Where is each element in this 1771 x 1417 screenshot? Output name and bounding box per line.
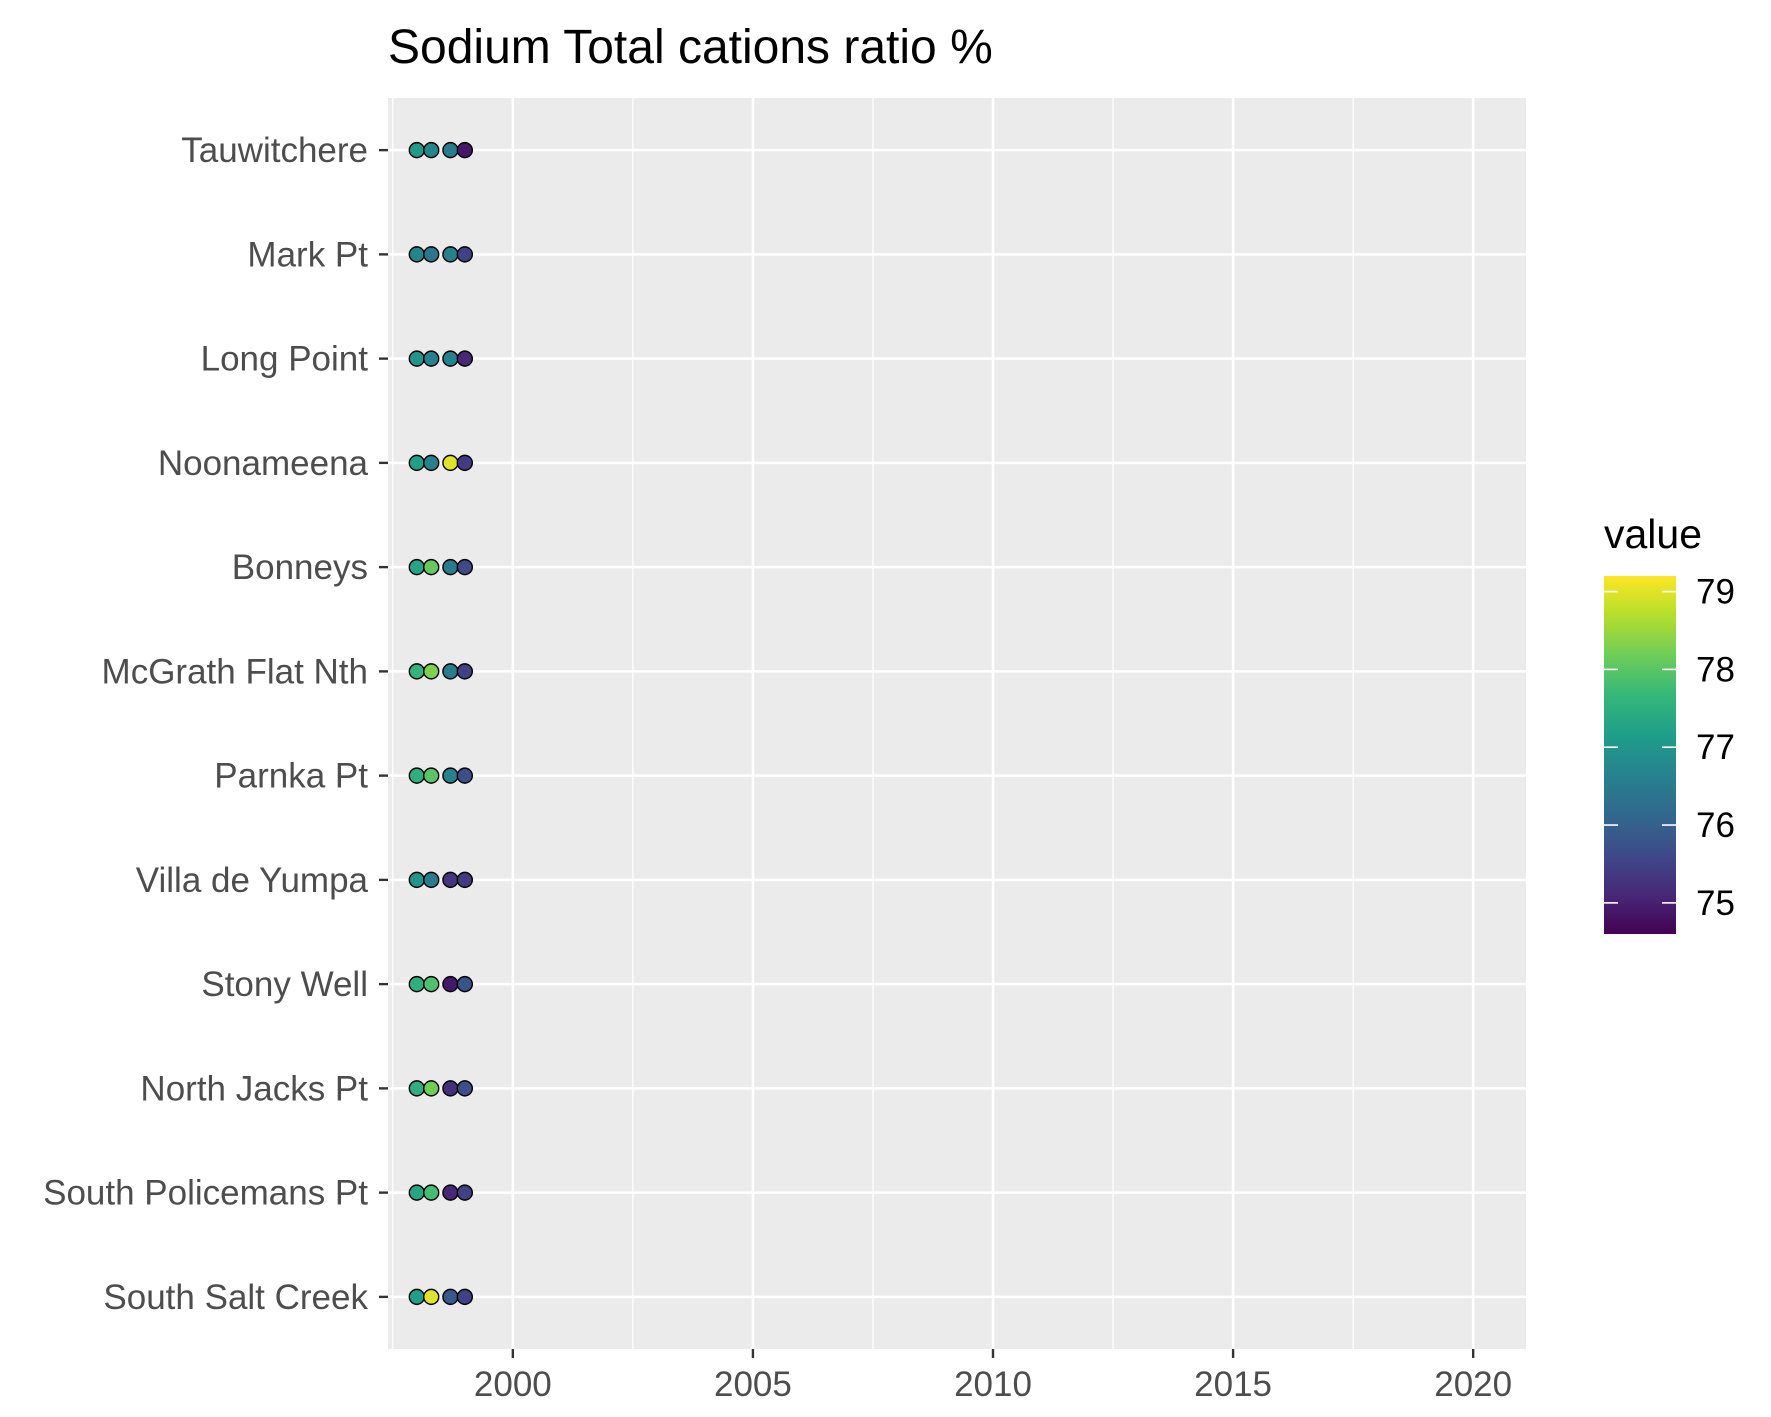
data-point bbox=[456, 1184, 474, 1201]
data-point bbox=[456, 454, 474, 472]
chart-title: Sodium Total cations ratio % bbox=[388, 21, 993, 74]
data-point bbox=[456, 767, 474, 784]
data-points bbox=[408, 141, 474, 1306]
data-point bbox=[408, 1288, 426, 1306]
y-tick-label: McGrath Flat Nth bbox=[102, 652, 368, 691]
data-point bbox=[423, 350, 440, 367]
data-point bbox=[408, 454, 426, 472]
data-point bbox=[456, 558, 474, 576]
data-point bbox=[442, 1288, 459, 1306]
data-point bbox=[423, 663, 440, 680]
data-point bbox=[408, 871, 426, 889]
y-tick-label: Noonameena bbox=[158, 444, 369, 483]
color-legend: value 75 76 77 78 79 bbox=[1604, 511, 1735, 934]
y-tick-label: North Jacks Pt bbox=[140, 1069, 368, 1108]
data-point bbox=[442, 558, 459, 576]
data-point bbox=[423, 767, 440, 784]
data-point bbox=[456, 1080, 474, 1097]
data-point bbox=[442, 767, 459, 784]
y-tick-label: South Policemans Pt bbox=[43, 1174, 368, 1213]
legend-tick-label: 77 bbox=[1696, 728, 1735, 767]
y-tick-label: Bonneys bbox=[232, 548, 368, 587]
data-point bbox=[442, 663, 459, 680]
data-point bbox=[456, 350, 474, 367]
plot-panel bbox=[388, 98, 1526, 1349]
legend-colorbar bbox=[1604, 576, 1676, 934]
data-point bbox=[456, 871, 474, 889]
data-point bbox=[408, 1080, 426, 1097]
y-tick-label: Stony Well bbox=[201, 965, 368, 1004]
data-point bbox=[423, 246, 440, 263]
data-point bbox=[442, 246, 459, 263]
data-point bbox=[442, 454, 459, 472]
data-point bbox=[408, 246, 426, 263]
data-point bbox=[408, 350, 426, 367]
data-point bbox=[456, 141, 474, 159]
y-tick-label: Tauwitchere bbox=[181, 131, 368, 170]
x-tick-label: 2000 bbox=[474, 1365, 552, 1404]
legend-title: value bbox=[1604, 511, 1702, 557]
x-axis: 2000 2005 2010 2015 2020 bbox=[474, 1349, 1512, 1404]
data-point bbox=[423, 1288, 440, 1306]
x-tick-label: 2015 bbox=[1194, 1365, 1272, 1404]
data-point bbox=[456, 663, 474, 680]
x-tick-label: 2020 bbox=[1434, 1365, 1512, 1404]
legend-tick-label: 75 bbox=[1696, 884, 1735, 923]
y-axis: South Salt Creek South Policemans Pt North… bbox=[43, 131, 388, 1317]
y-tick-label: Long Point bbox=[201, 340, 369, 379]
data-point bbox=[408, 767, 426, 784]
x-tick-label: 2005 bbox=[714, 1365, 792, 1404]
data-point bbox=[423, 558, 440, 576]
data-point bbox=[408, 558, 426, 576]
y-tick-label: South Salt Creek bbox=[103, 1278, 368, 1317]
data-point bbox=[456, 246, 474, 263]
data-point bbox=[408, 141, 426, 159]
data-point bbox=[408, 1184, 426, 1201]
data-point bbox=[442, 350, 459, 367]
data-point bbox=[442, 871, 459, 889]
data-point bbox=[442, 1080, 459, 1097]
data-point bbox=[423, 975, 440, 993]
data-point bbox=[442, 1184, 459, 1201]
data-point bbox=[442, 141, 459, 159]
data-point bbox=[423, 871, 440, 889]
y-tick-label: Mark Pt bbox=[247, 235, 368, 274]
legend-tick-label: 76 bbox=[1696, 806, 1735, 845]
legend-tick-label: 78 bbox=[1696, 650, 1735, 689]
x-tick-label: 2010 bbox=[954, 1365, 1032, 1404]
grid-lines bbox=[388, 98, 1526, 1349]
panel-background bbox=[388, 98, 1526, 1349]
data-point bbox=[408, 663, 426, 680]
data-point bbox=[442, 975, 459, 993]
data-point bbox=[423, 1184, 440, 1201]
data-point bbox=[423, 454, 440, 472]
data-point bbox=[408, 975, 426, 993]
data-point bbox=[423, 141, 440, 159]
y-tick-label: Parnka Pt bbox=[214, 757, 368, 796]
data-point bbox=[423, 1080, 440, 1097]
data-point bbox=[456, 1288, 474, 1306]
y-tick-label: Villa de Yumpa bbox=[136, 861, 369, 900]
data-point bbox=[456, 975, 474, 993]
legend-tick-label: 79 bbox=[1696, 573, 1735, 612]
